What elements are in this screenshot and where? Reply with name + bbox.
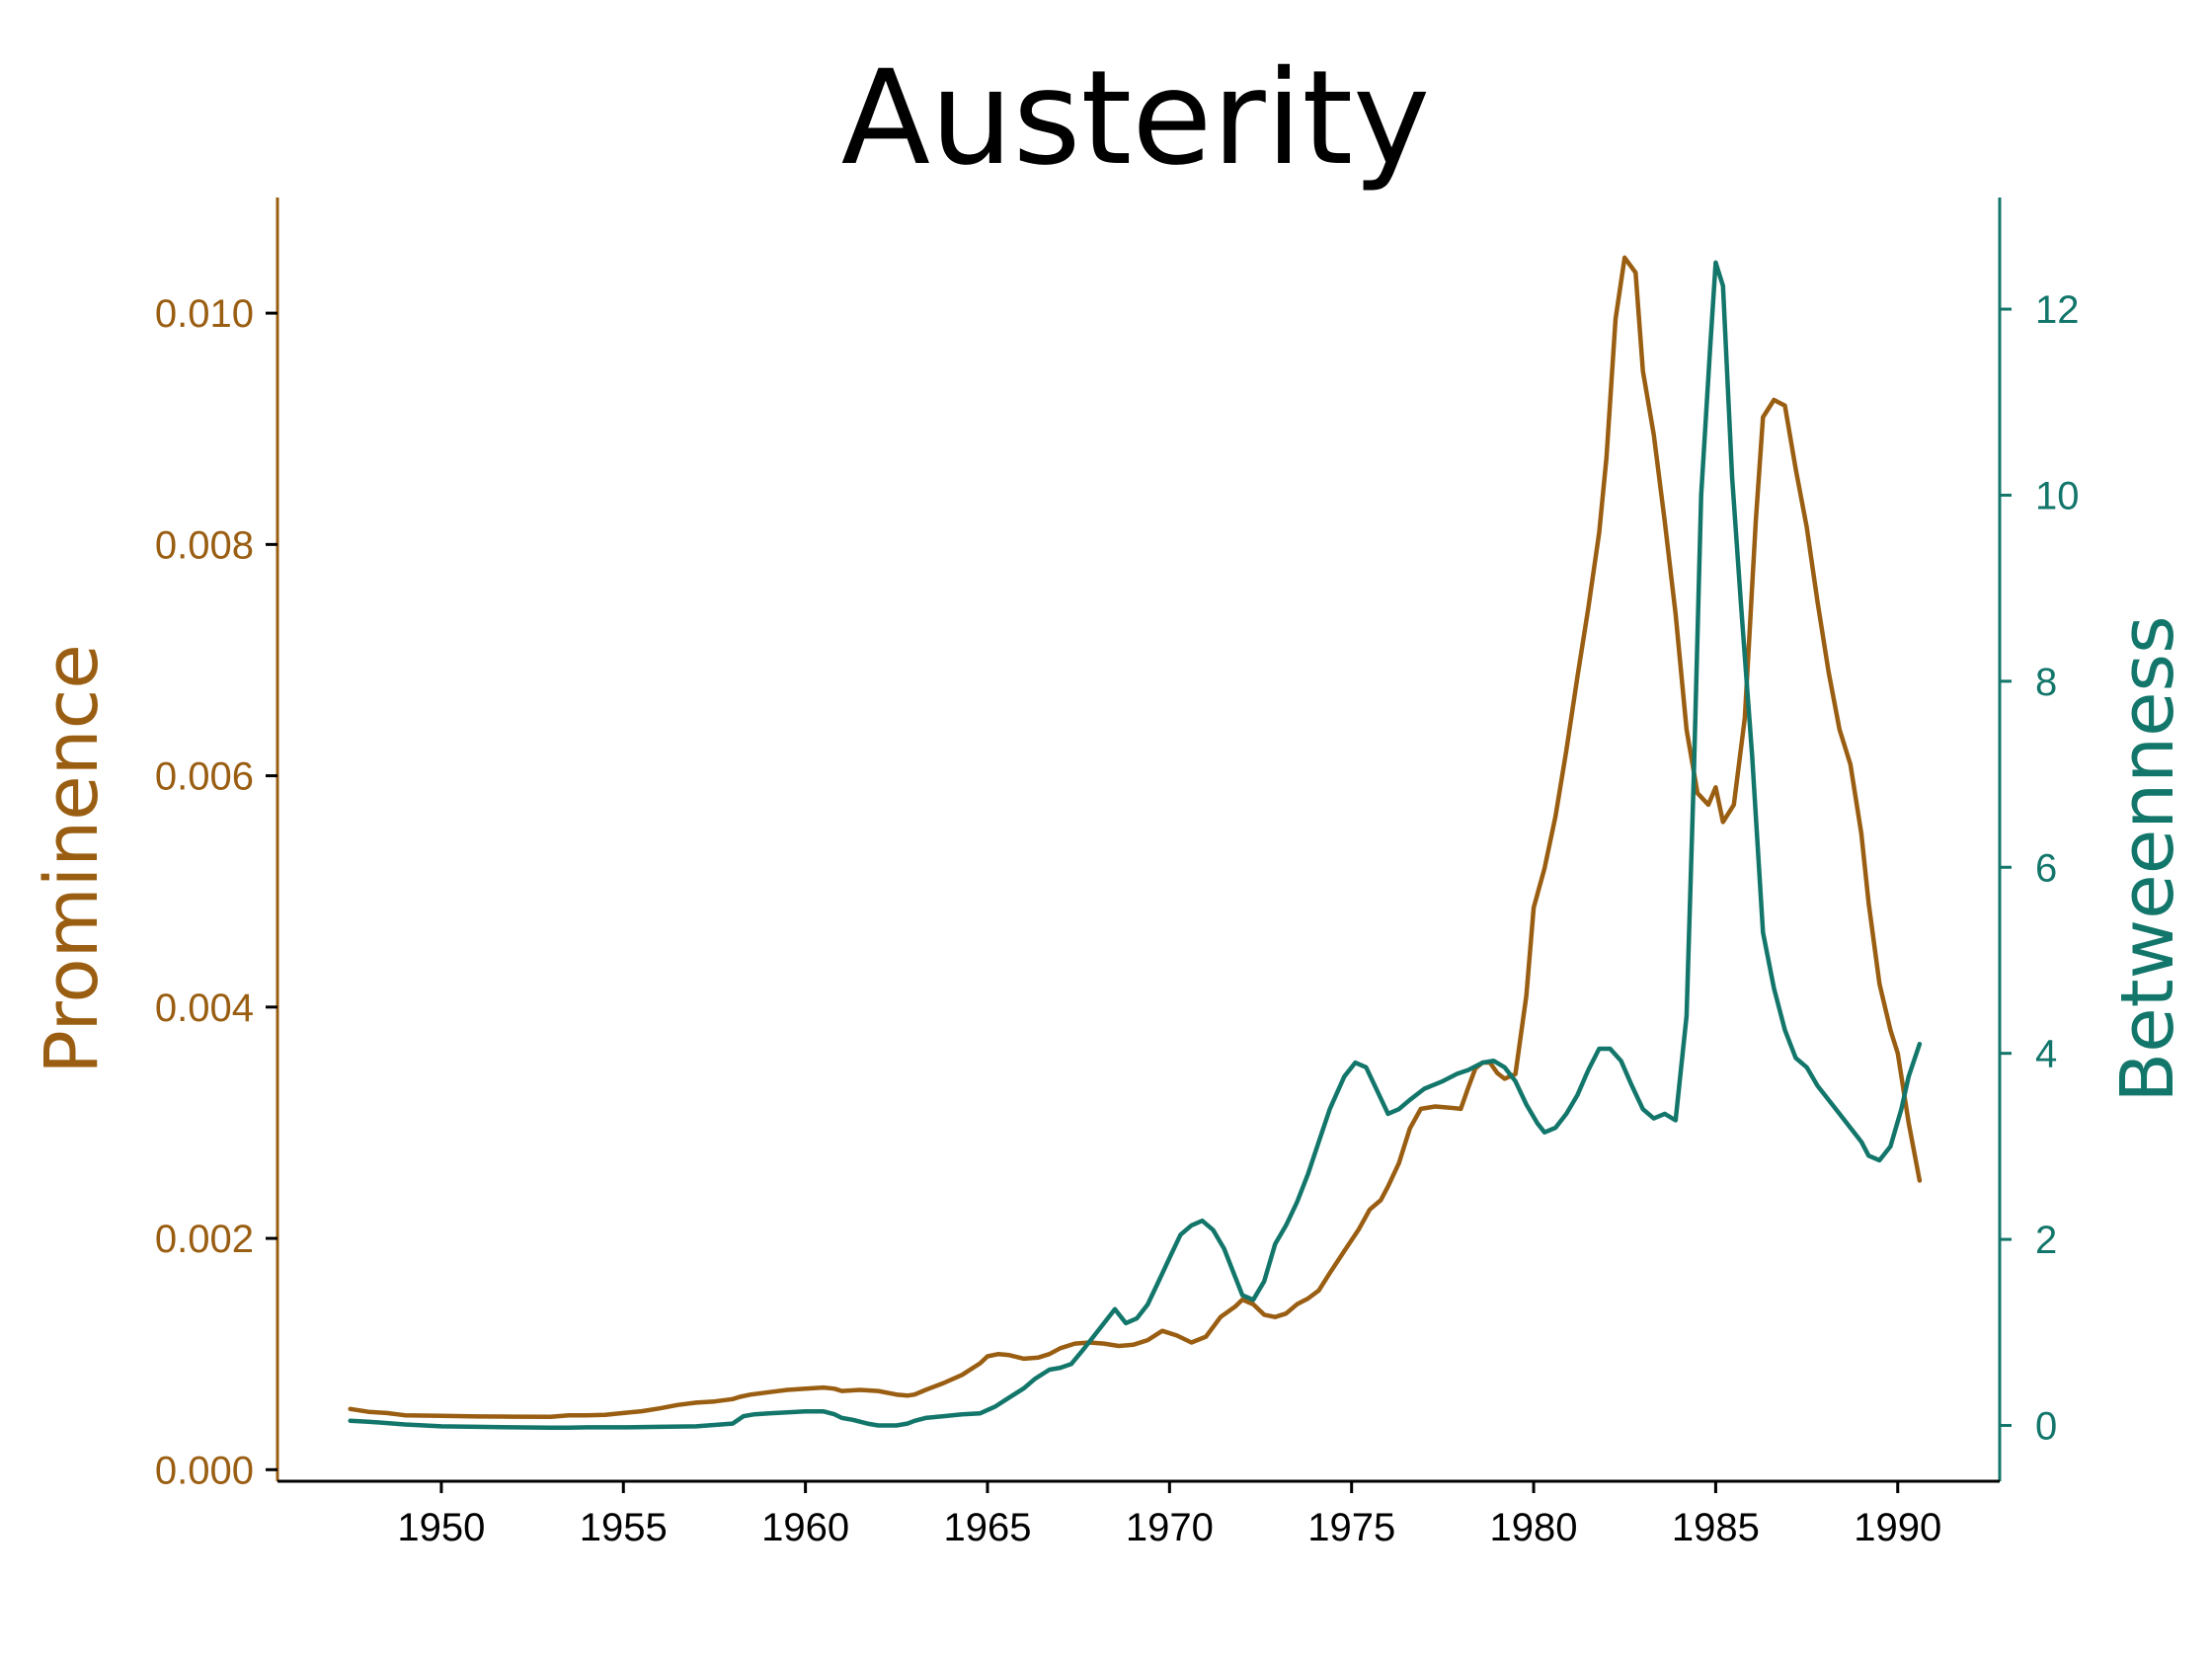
x-tick-label: 1960 bbox=[761, 1506, 849, 1549]
right-y-tick-label: 8 bbox=[2035, 661, 2057, 704]
right-y-tick-label: 12 bbox=[2035, 288, 2080, 332]
x-tick-label: 1955 bbox=[580, 1506, 668, 1549]
left-y-tick-label: 0.002 bbox=[155, 1218, 254, 1261]
right-y-tick-label: 2 bbox=[2035, 1219, 2057, 1262]
x-tick-label: 1975 bbox=[1307, 1506, 1395, 1549]
series-line-prominence bbox=[348, 255, 1923, 1420]
right-y-tick-label: 10 bbox=[2035, 474, 2080, 517]
x-tick-label: 1980 bbox=[1490, 1506, 1578, 1549]
left-y-tick-label: 0.000 bbox=[155, 1449, 254, 1492]
series-line-betweenness bbox=[348, 260, 1923, 1431]
chart-title: Austerity bbox=[841, 42, 1431, 195]
left-y-tick-label: 0.006 bbox=[155, 755, 254, 799]
right-y-tick-label: 0 bbox=[2035, 1404, 2057, 1448]
left-y-tick-label: 0.004 bbox=[155, 987, 254, 1030]
left-y-tick-label: 0.010 bbox=[155, 292, 254, 336]
left-axis-label: Prominence bbox=[30, 644, 115, 1074]
x-tick-label: 1985 bbox=[1672, 1506, 1760, 1549]
right-axis-label: Betweenness bbox=[2105, 615, 2190, 1102]
series-layer bbox=[348, 255, 1923, 1431]
axes-layer: 1950 1955 1960 1965 1970 1975 1980 1985 1990 0.00… bbox=[155, 198, 2080, 1549]
left-y-tick-label: 0.008 bbox=[155, 523, 254, 567]
x-tick-label: 1970 bbox=[1126, 1506, 1214, 1549]
right-y-tick-label: 4 bbox=[2035, 1033, 2057, 1076]
right-y-tick-label: 6 bbox=[2035, 846, 2057, 890]
x-tick-label: 1965 bbox=[943, 1506, 1031, 1549]
x-tick-label: 1950 bbox=[397, 1506, 485, 1549]
x-tick-label: 1990 bbox=[1854, 1506, 1941, 1549]
